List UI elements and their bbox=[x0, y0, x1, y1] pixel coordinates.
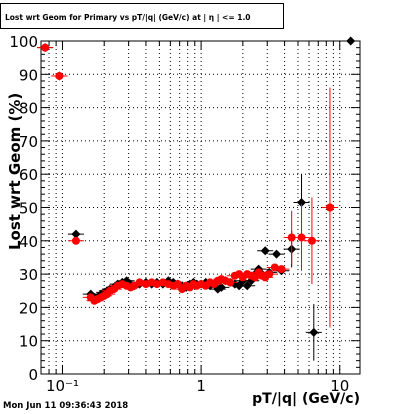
data-point-black bbox=[272, 249, 282, 259]
x-axis-label: pT/|q| (GeV/c) bbox=[252, 391, 360, 407]
x-tick-label: 10⁻¹ bbox=[46, 377, 79, 395]
data-point-black bbox=[71, 229, 81, 239]
y-tick-label: 80 bbox=[19, 100, 38, 118]
data-point-black bbox=[242, 281, 252, 291]
timestamp-footer: Mon Jun 11 09:36:43 2018 bbox=[3, 401, 129, 411]
data-point-red bbox=[277, 265, 286, 274]
x-tick-label: 1 bbox=[196, 377, 206, 395]
data-point-red bbox=[307, 236, 316, 245]
data-point-black bbox=[216, 282, 226, 292]
data-point-red bbox=[226, 278, 235, 287]
y-axis-label: Lost wrt Geom (%) bbox=[6, 92, 24, 250]
y-tick-label: 20 bbox=[19, 299, 38, 317]
chart-title: Lost wrt Geom for Primary vs pT/|q| (GeV… bbox=[5, 13, 251, 22]
y-tick-label: 70 bbox=[19, 133, 38, 151]
y-tick-label: 50 bbox=[19, 200, 38, 218]
y-tick-label: 60 bbox=[19, 166, 38, 184]
data-point-black bbox=[309, 327, 319, 337]
data-point-black bbox=[346, 36, 356, 46]
data-point-red bbox=[297, 233, 306, 242]
data-point-red bbox=[287, 233, 296, 242]
data-point-red bbox=[265, 270, 274, 279]
data-point-red bbox=[41, 43, 50, 52]
data-point-red bbox=[325, 203, 334, 212]
y-tick-label: 100 bbox=[9, 33, 38, 51]
chart-title-box: Lost wrt Geom for Primary vs pT/|q| (GeV… bbox=[0, 3, 284, 29]
data-point-red bbox=[71, 236, 80, 245]
data-point-red bbox=[270, 263, 279, 272]
data-point-red bbox=[55, 71, 64, 80]
data-point-black bbox=[260, 246, 270, 256]
y-tick-label: 0 bbox=[28, 366, 38, 384]
y-tick-label: 30 bbox=[19, 266, 38, 284]
y-tick-label: 10 bbox=[19, 333, 38, 351]
x-tick-label: 10 bbox=[330, 377, 349, 395]
y-tick-label: 90 bbox=[19, 66, 38, 84]
data-point-black bbox=[297, 198, 307, 208]
y-tick-label: 40 bbox=[19, 233, 38, 251]
